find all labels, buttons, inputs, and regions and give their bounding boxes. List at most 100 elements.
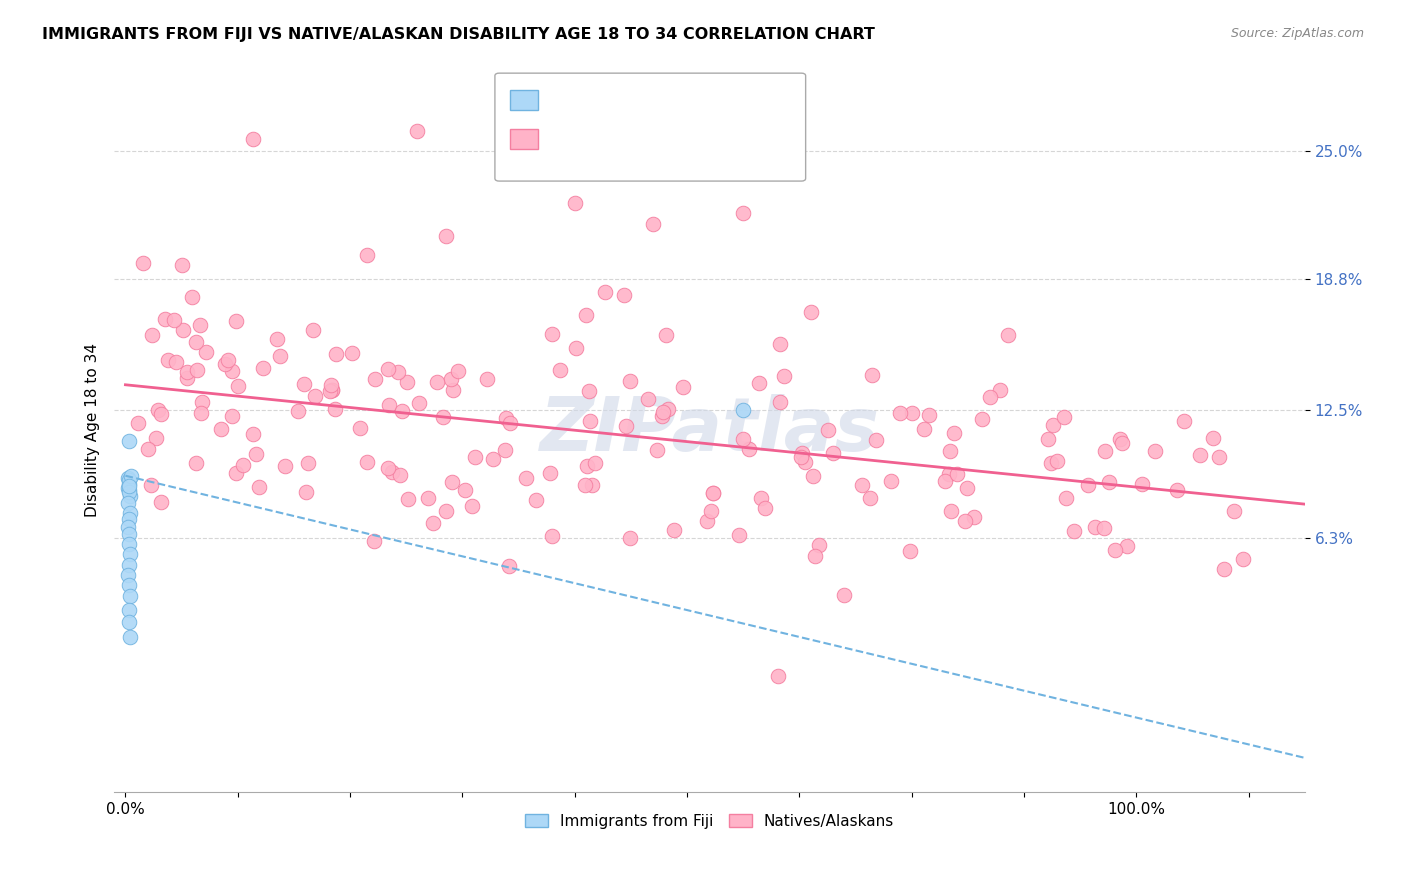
Point xyxy=(146,403,169,417)
Point xyxy=(141,328,163,343)
Point xyxy=(118,477,141,491)
Point xyxy=(363,534,385,549)
Point xyxy=(643,217,665,231)
Point xyxy=(702,485,724,500)
Point xyxy=(733,206,755,220)
Point xyxy=(1108,432,1130,446)
Y-axis label: Disability Age 18 to 34: Disability Age 18 to 34 xyxy=(86,343,100,517)
Point xyxy=(1223,504,1246,518)
Point xyxy=(252,360,274,375)
Point xyxy=(727,528,749,542)
Point xyxy=(859,491,882,505)
Point xyxy=(1208,450,1230,464)
Point xyxy=(176,371,198,385)
Point xyxy=(172,323,194,337)
Point xyxy=(934,474,956,488)
Point xyxy=(979,390,1001,404)
Point xyxy=(898,544,921,558)
Point xyxy=(349,421,371,435)
Point xyxy=(1111,436,1133,450)
Point xyxy=(645,443,668,458)
Point xyxy=(1054,491,1077,505)
Point xyxy=(1104,543,1126,558)
Point xyxy=(163,312,186,326)
Point xyxy=(209,422,232,436)
Point xyxy=(494,443,516,458)
Point xyxy=(426,375,449,389)
Point xyxy=(176,365,198,379)
Point xyxy=(447,364,470,378)
Point xyxy=(1092,521,1115,535)
Point xyxy=(118,506,141,520)
Point xyxy=(655,328,678,343)
Point xyxy=(245,446,267,460)
Point xyxy=(464,450,486,464)
Point xyxy=(118,589,141,603)
Point xyxy=(946,467,969,481)
Point xyxy=(790,446,813,460)
Point xyxy=(498,558,520,573)
Point xyxy=(396,491,419,506)
Point xyxy=(564,195,586,210)
Point xyxy=(619,531,641,545)
Point xyxy=(652,405,675,419)
Point xyxy=(565,341,588,355)
Point xyxy=(117,520,139,534)
Point xyxy=(943,425,966,440)
Point xyxy=(1046,454,1069,468)
Point xyxy=(321,378,343,392)
Point xyxy=(117,471,139,485)
Point xyxy=(378,398,401,412)
Point xyxy=(318,384,340,398)
Point xyxy=(342,346,364,360)
Point xyxy=(221,409,243,424)
Point xyxy=(391,404,413,418)
Point xyxy=(541,326,564,341)
Point xyxy=(651,409,673,423)
Point xyxy=(225,466,247,480)
Point xyxy=(292,376,315,391)
Point xyxy=(524,493,547,508)
Point xyxy=(808,538,831,552)
Point xyxy=(738,442,761,456)
Point xyxy=(117,568,139,582)
Point xyxy=(364,371,387,385)
Point xyxy=(768,669,790,683)
Point xyxy=(356,248,378,262)
Point xyxy=(287,404,309,418)
Point xyxy=(274,458,297,473)
Point xyxy=(117,481,139,495)
Point xyxy=(748,376,770,390)
Point xyxy=(664,523,686,537)
Point xyxy=(214,357,236,371)
Point xyxy=(801,468,824,483)
Text: Source: ZipAtlas.com: Source: ZipAtlas.com xyxy=(1230,27,1364,40)
Text: N =: N = xyxy=(657,134,689,149)
Point xyxy=(865,434,887,448)
Point xyxy=(118,485,141,500)
Text: 25: 25 xyxy=(695,94,714,109)
Point xyxy=(550,363,572,377)
Point xyxy=(145,431,167,445)
Point xyxy=(441,383,464,397)
Point xyxy=(1130,476,1153,491)
Point xyxy=(422,516,444,531)
Legend: Immigrants from Fiji, Natives/Alaskans: Immigrants from Fiji, Natives/Alaskans xyxy=(519,807,900,835)
Point xyxy=(323,402,346,417)
Point xyxy=(1143,444,1166,458)
Point xyxy=(242,132,264,146)
Point xyxy=(769,336,792,351)
Point xyxy=(851,477,873,491)
Point xyxy=(823,446,845,460)
Point xyxy=(295,485,318,500)
Point xyxy=(232,458,254,472)
Point xyxy=(172,258,194,272)
Point xyxy=(477,372,499,386)
Point xyxy=(918,408,941,422)
Point xyxy=(118,558,141,572)
Point xyxy=(1201,431,1223,445)
Point xyxy=(803,549,825,564)
Text: ZIPatlas: ZIPatlas xyxy=(540,393,880,467)
Point xyxy=(247,480,270,494)
Point xyxy=(699,165,721,179)
